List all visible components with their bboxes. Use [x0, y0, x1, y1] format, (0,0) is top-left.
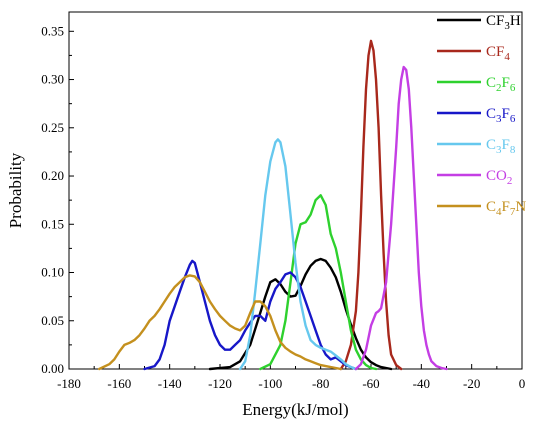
legend-label-c2f6: C2F6 — [486, 75, 516, 94]
series-line-c3f8 — [238, 138, 358, 371]
legend-label-cf4: CF4 — [486, 44, 510, 63]
x-tick-label: -100 — [258, 376, 282, 391]
y-axis-label: Probability — [6, 152, 25, 228]
x-tick-label: -160 — [107, 376, 131, 391]
legend-label-co2: CO2 — [486, 168, 512, 187]
legend-label-c3f8: C3F8 — [486, 137, 516, 156]
legend-label-c4f7n: C4F7N — [486, 199, 526, 218]
x-tick-label: -60 — [362, 376, 379, 391]
y-tick-label: 0.20 — [41, 168, 64, 183]
series-line-c2f6 — [259, 194, 378, 371]
x-tick-label: -40 — [413, 376, 430, 391]
legend: CF3H CF4 C2F6 C3F6 C3F8 CO2 C4F7N — [437, 13, 526, 218]
series-line-cf3h — [208, 257, 393, 371]
series-layer — [97, 39, 448, 371]
series-line-c4f7n — [97, 274, 342, 371]
x-tick-label: -20 — [463, 376, 480, 391]
y-tick-label: 0.05 — [41, 313, 64, 328]
x-tick-label: -140 — [158, 376, 182, 391]
y-tick-label: 0.35 — [41, 23, 64, 38]
y-tick-label: 0.10 — [41, 265, 64, 280]
legend-label-cf3h: CF3H — [486, 13, 521, 32]
y-tick-label: 0.15 — [41, 216, 64, 231]
x-tick-label: -80 — [312, 376, 329, 391]
y-tick-label: 0.30 — [41, 72, 64, 87]
legend-label-c3f6: C3F6 — [486, 106, 516, 125]
series-line-co2 — [354, 65, 448, 371]
y-tick-label: 0.25 — [41, 120, 64, 135]
x-axis-label: Energy(kJ/mol) — [242, 400, 348, 419]
x-tick-label: -180 — [57, 376, 81, 391]
y-tick-label: 0.00 — [41, 361, 64, 376]
x-tick-label: -120 — [208, 376, 232, 391]
x-tick-label: 0 — [519, 376, 526, 391]
axes: -180 -160 -140 -120 -100 -80 -60 -40 -20 0 0.00 0.0… — [41, 11, 526, 391]
plot-frame — [68, 11, 523, 370]
series-line-cf4 — [339, 39, 403, 371]
